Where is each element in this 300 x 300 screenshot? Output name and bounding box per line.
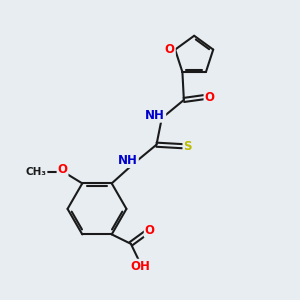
Text: O: O [205,91,214,103]
Text: O: O [58,163,68,176]
Text: CH₃: CH₃ [26,167,46,177]
Text: O: O [165,43,175,56]
Text: O: O [145,224,155,237]
Text: S: S [183,140,192,153]
Text: OH: OH [130,260,151,273]
Text: NH: NH [118,154,138,167]
Text: NH: NH [146,109,165,122]
